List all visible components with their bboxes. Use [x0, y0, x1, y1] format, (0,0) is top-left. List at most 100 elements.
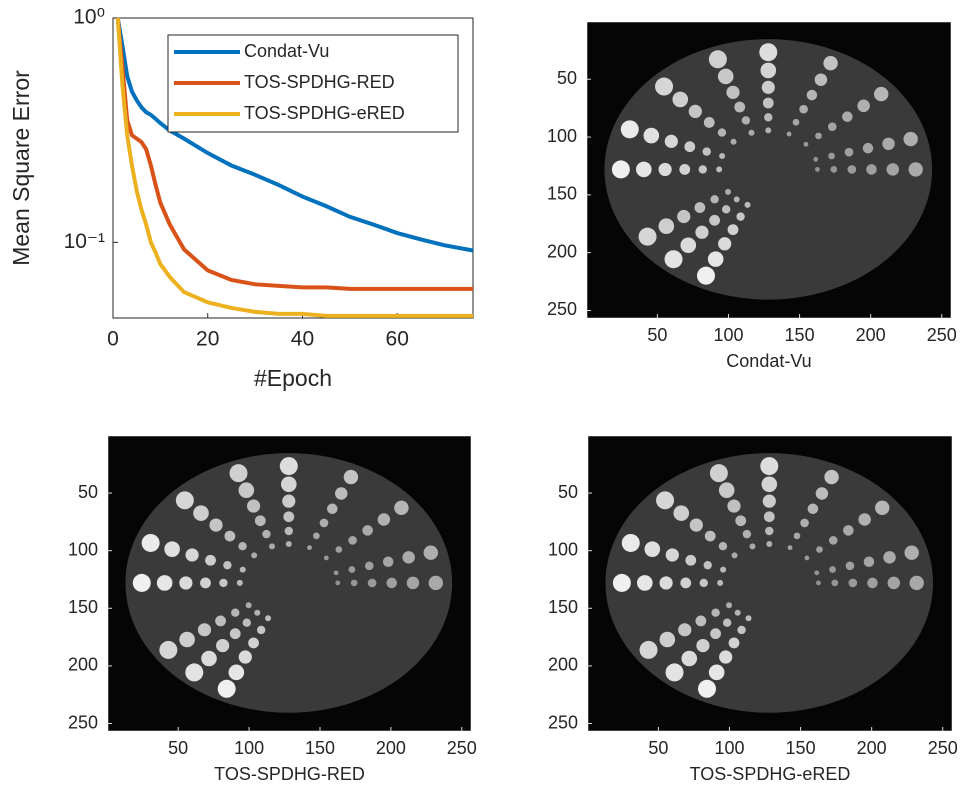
phantom-dot [673, 505, 690, 521]
phantom-dot [695, 225, 709, 239]
phantom-dot [644, 541, 661, 557]
phantom-dot [766, 540, 773, 547]
phantom-dot [759, 43, 778, 62]
x-tick-label: 200 [376, 738, 406, 758]
phantom-dot [279, 457, 298, 476]
phantom-dot [731, 552, 738, 559]
phantom-dot [734, 101, 746, 113]
phantom-dot [882, 137, 895, 151]
phantom-dot [806, 89, 818, 101]
phantom-dot [638, 227, 657, 246]
y-axis-label: Mean Square Error [8, 70, 34, 266]
phantom-dot [848, 578, 858, 588]
phantom-dot [224, 530, 236, 542]
phantom-dot [193, 505, 209, 521]
phantom-dot [720, 566, 727, 573]
phantom-dot [164, 541, 180, 557]
phantom-dot [742, 529, 752, 539]
legend-label: TOS-SPDHG-RED [244, 72, 395, 92]
x-axis-label: Condat-Vu [726, 351, 811, 371]
y-tick-label: 50 [558, 482, 578, 502]
phantom-dot [185, 663, 204, 682]
phantom-dot [763, 511, 775, 523]
x-tick-label: 50 [648, 738, 668, 758]
phantom-dot [857, 99, 870, 113]
phantom-dot [830, 166, 838, 173]
phantom-dot [710, 628, 721, 640]
phantom-dot [362, 525, 373, 536]
phantom-dot [639, 640, 658, 659]
phantom-dot [717, 68, 734, 85]
y-tick-label: 250 [68, 712, 98, 732]
phantom-dot [348, 536, 357, 545]
phantom-dot [815, 132, 822, 140]
phantom-dot [708, 664, 725, 681]
phantom-dot [636, 161, 652, 178]
phantom [604, 39, 933, 300]
phantom-dot [280, 476, 297, 493]
phantom-dot [323, 555, 329, 561]
phantom-dot [762, 97, 774, 109]
phantom-dot [245, 602, 252, 609]
phantom-dot [730, 138, 737, 145]
phantom-dot [807, 503, 819, 515]
x-tick-label: 250 [928, 738, 958, 758]
phantom-dot [665, 663, 684, 682]
phantom-dot [787, 545, 793, 551]
phantom-dot [229, 628, 241, 640]
phantom-dot [333, 570, 339, 576]
phantom-dot [156, 575, 173, 591]
phantom-dot [335, 546, 343, 553]
phantom-dot [699, 578, 708, 588]
phantom-dot [761, 80, 775, 94]
phantom-dot [680, 577, 692, 589]
phantom-dot [672, 91, 689, 108]
phantom-dot [749, 543, 756, 550]
phantom-dot [215, 615, 226, 627]
phantom-dot [239, 566, 246, 573]
y-tick-label: 200 [68, 655, 98, 675]
phantom-dot [659, 631, 676, 648]
phantom-dot [335, 580, 341, 586]
series-line [115, 17, 473, 318]
phantom-dot [637, 575, 653, 591]
y-tick-label: 10⁻¹ [64, 230, 105, 253]
phantom-dot [842, 111, 853, 122]
phantom-dot [664, 250, 683, 269]
phantom-dot [748, 129, 755, 136]
phantom-dot [678, 623, 692, 637]
phantom-dot [697, 679, 716, 698]
x-tick-label: 250 [927, 325, 957, 345]
phantom-dot [844, 147, 854, 157]
phantom-dot [765, 127, 772, 134]
phantom-dot [904, 545, 919, 560]
phantom-dot [744, 201, 751, 208]
phantom-dot [681, 650, 698, 667]
phantom-dot [829, 566, 836, 573]
legend-label: Condat-Vu [244, 41, 329, 61]
phantom-dot [655, 77, 674, 96]
phantom-dot [709, 464, 728, 483]
phantom-dot [858, 513, 871, 526]
phantom-dot [677, 209, 691, 224]
phantom-dot [219, 578, 228, 588]
phantom-dot [231, 608, 240, 617]
phantom-dot [804, 555, 810, 561]
y-tick-label: 150 [68, 597, 98, 617]
legend-label: TOS-SPDHG-eRED [244, 103, 405, 123]
phantom-dot [238, 650, 252, 664]
phantom-dot [792, 118, 800, 126]
x-tick-label: 50 [647, 325, 667, 345]
phantom-dot [709, 214, 720, 226]
phantom-dot [643, 127, 660, 144]
phantom-dot [696, 638, 710, 653]
phantom-dot [909, 575, 924, 591]
x-tick-label: 40 [291, 328, 314, 351]
phantom-dot [689, 518, 703, 532]
phantom-dot [803, 141, 809, 147]
y-tick-label: 100 [548, 539, 578, 559]
phantom-dot [695, 615, 707, 627]
phantom-dot [684, 141, 696, 153]
phantom-dot [228, 664, 245, 681]
phantom-dot [698, 165, 707, 174]
